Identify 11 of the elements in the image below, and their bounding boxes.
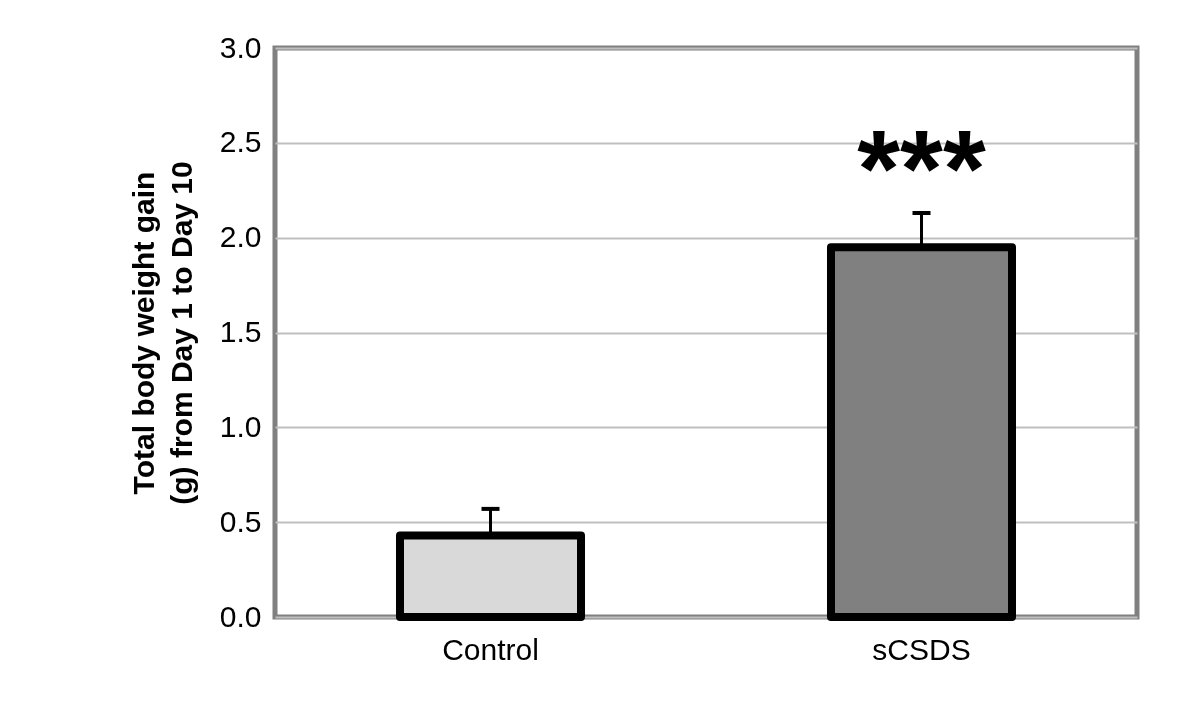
y-tick-label: 0.0 xyxy=(219,599,262,633)
y-tick-label: 1.5 xyxy=(219,315,262,348)
y-tick-label: 2.0 xyxy=(219,220,262,254)
y-tick-label: 1.0 xyxy=(219,409,262,443)
y-tick-label: 3.0 xyxy=(219,30,262,64)
y-axis-title: Total body weight gain (g) from Day 1 to Day 10 xyxy=(126,161,198,505)
x-tick-label: Control xyxy=(442,632,539,666)
x-tick-label: sCSDS xyxy=(872,632,971,666)
annotation: *** xyxy=(857,106,986,230)
y-tick-label: 2.5 xyxy=(219,125,262,159)
y-tick-label: 0.5 xyxy=(219,504,262,538)
